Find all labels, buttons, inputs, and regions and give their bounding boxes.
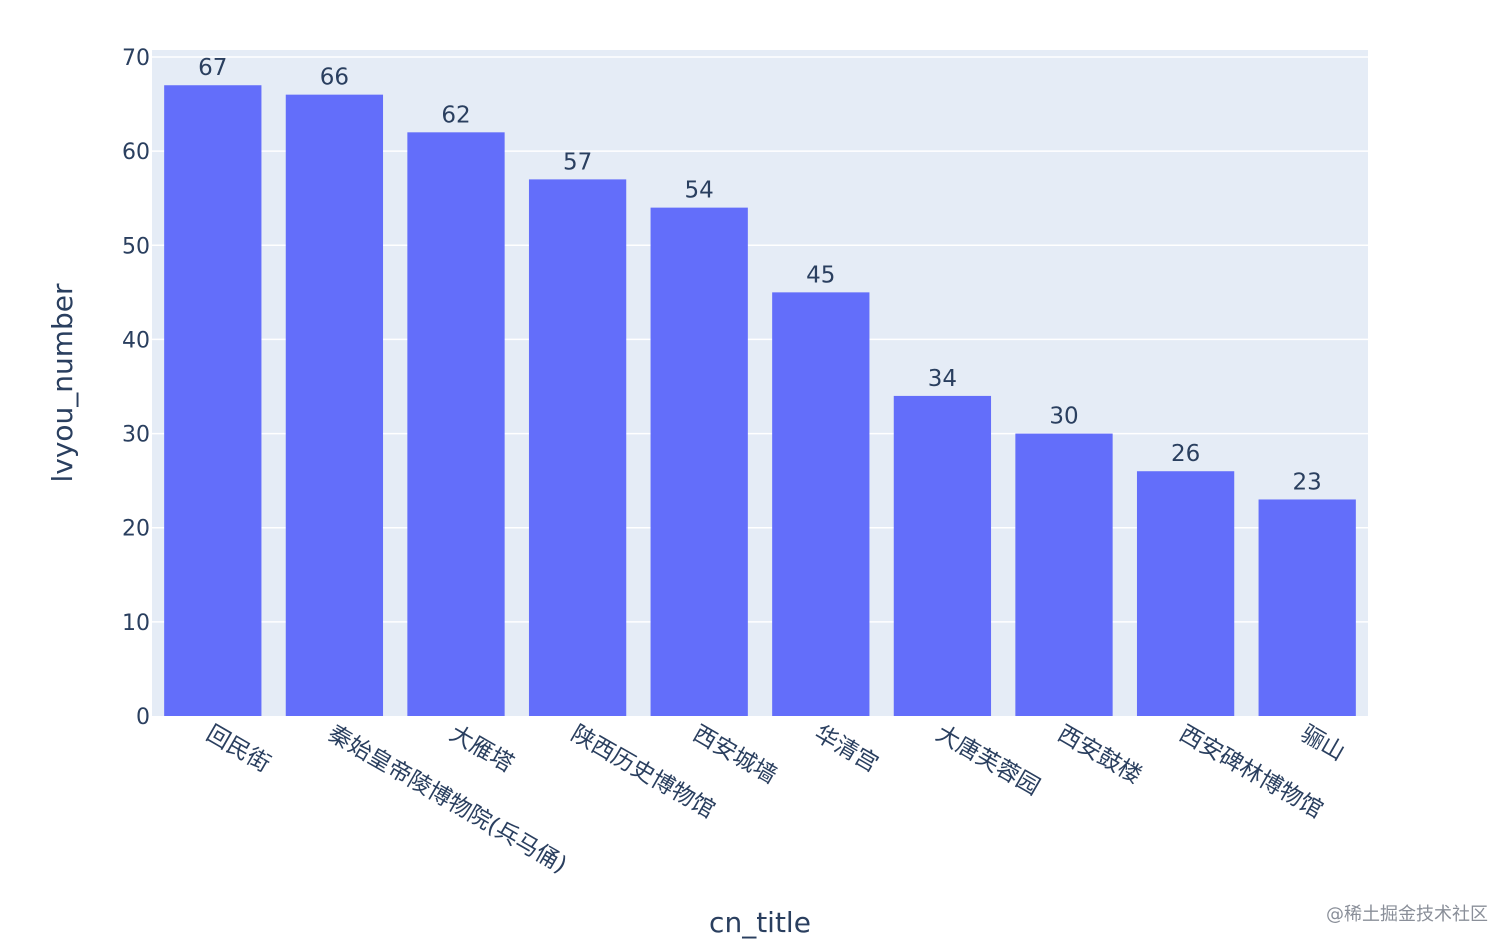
data-label: 26 xyxy=(1171,441,1200,467)
data-label: 34 xyxy=(928,366,957,392)
data-label: 45 xyxy=(806,262,835,288)
data-label: 54 xyxy=(685,178,714,204)
x-tick-label: 华清宫 xyxy=(810,721,883,778)
x-axis-title: cn_title xyxy=(709,906,811,939)
bars xyxy=(164,85,1356,717)
y-tick-label: 70 xyxy=(122,46,150,71)
data-label: 30 xyxy=(1049,404,1078,430)
data-label: 62 xyxy=(441,102,470,128)
bar xyxy=(650,207,748,716)
y-tick-label: 60 xyxy=(122,140,150,165)
bar xyxy=(1136,471,1235,716)
data-label: 67 xyxy=(198,55,227,81)
bar xyxy=(772,292,870,716)
data-labels: 67 66 62 57 54 45 34 30 26 23 xyxy=(198,55,1322,495)
x-tick-label: 大唐芙蓉园 xyxy=(931,721,1044,801)
x-tick-label: 骊山 xyxy=(1296,721,1349,767)
y-tick-label: 40 xyxy=(122,328,150,353)
bar xyxy=(1258,499,1356,716)
y-tick-label: 0 xyxy=(136,705,150,730)
y-tick-label: 50 xyxy=(122,234,150,259)
bar xyxy=(164,85,262,716)
bar xyxy=(1015,433,1113,716)
x-tick-label: 大雁塔 xyxy=(445,721,518,778)
x-tick-label: 西安鼓楼 xyxy=(1053,721,1146,790)
y-tick-label: 20 xyxy=(122,517,150,542)
bar xyxy=(893,395,992,716)
y-axis-ticks: 0 10 20 30 40 50 60 70 xyxy=(122,46,150,730)
data-label: 57 xyxy=(563,149,592,175)
x-tick-label: 回民街 xyxy=(202,721,275,778)
y-axis-title: lvyou_number xyxy=(46,283,79,483)
bar xyxy=(285,94,384,716)
bar xyxy=(407,132,505,717)
bar xyxy=(528,179,627,716)
y-tick-label: 10 xyxy=(122,611,150,636)
data-label: 66 xyxy=(320,65,349,91)
watermark: @稀土掘金技术社区 xyxy=(1326,904,1488,925)
x-tick-label: 西安城墙 xyxy=(688,721,781,790)
data-label: 23 xyxy=(1293,469,1322,495)
y-tick-label: 30 xyxy=(122,423,150,448)
